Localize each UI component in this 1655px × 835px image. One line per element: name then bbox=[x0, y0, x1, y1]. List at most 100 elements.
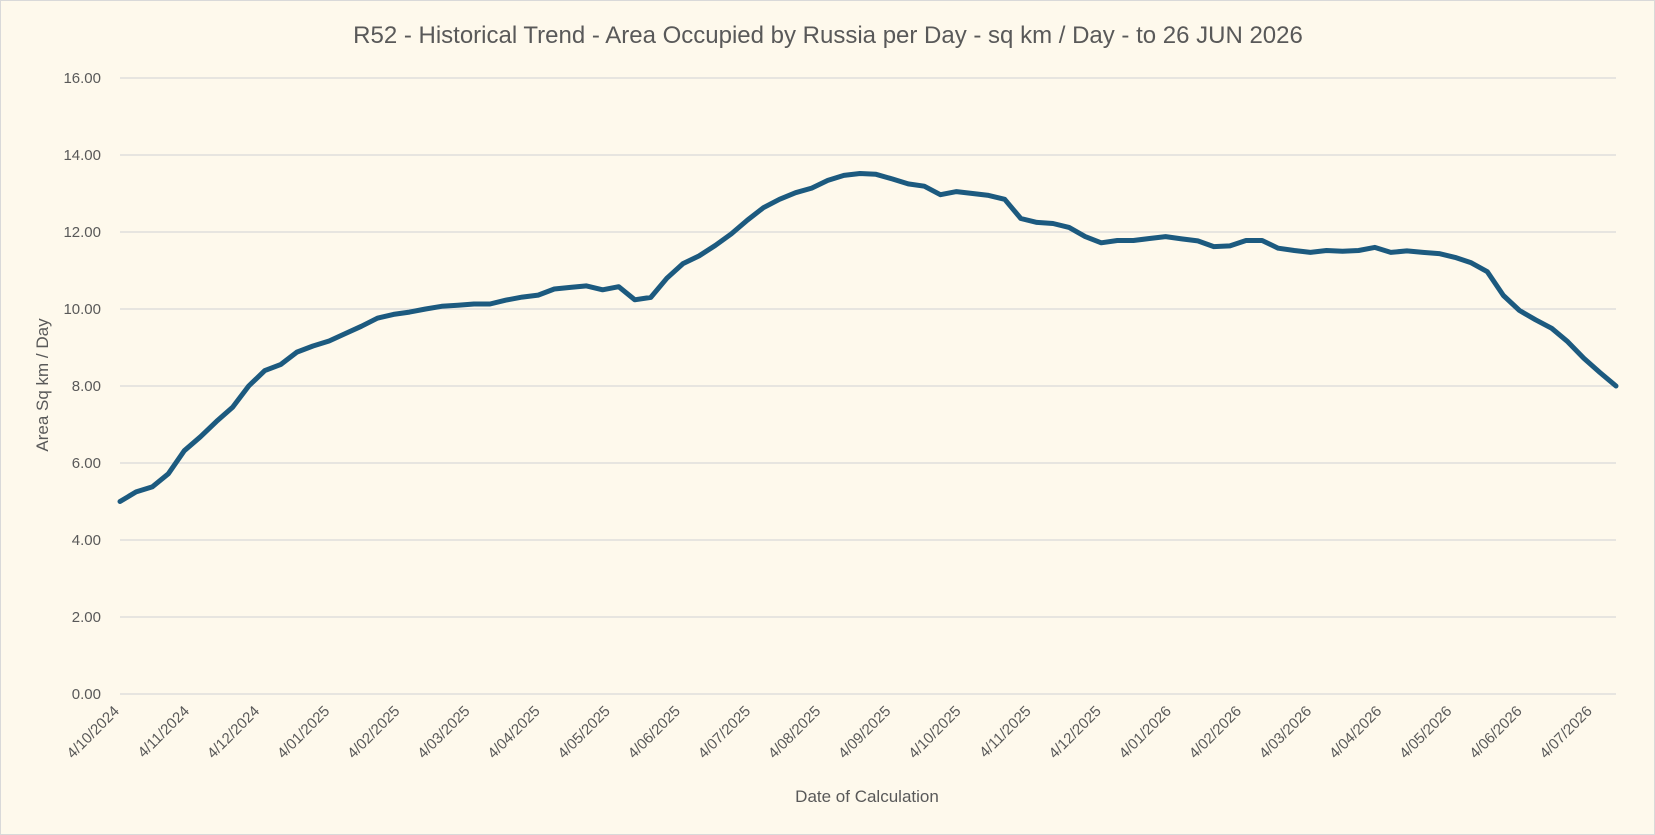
x-tick-label: 4/12/2024 bbox=[204, 703, 263, 762]
data-point bbox=[1566, 340, 1570, 344]
x-tick-label: 4/11/2024 bbox=[135, 703, 193, 761]
data-point bbox=[1598, 371, 1602, 375]
y-axis-ticks: 0.00 2.00 4.00 6.00 8.00 10.00 12.00 14.00 16.00 bbox=[63, 70, 101, 703]
data-point bbox=[1485, 270, 1489, 274]
data-point bbox=[182, 449, 186, 453]
y-tick-label: 16.00 bbox=[63, 70, 101, 87]
data-point bbox=[392, 312, 396, 316]
data-point bbox=[1148, 237, 1152, 241]
data-point bbox=[552, 287, 556, 291]
data-point bbox=[955, 190, 959, 194]
data-point bbox=[826, 178, 830, 182]
data-point bbox=[1437, 252, 1441, 256]
data-point bbox=[1099, 241, 1103, 245]
y-tick-label: 0.00 bbox=[72, 686, 101, 703]
data-point bbox=[424, 307, 428, 311]
data-point bbox=[440, 304, 444, 308]
data-point bbox=[1292, 249, 1296, 253]
data-point bbox=[1357, 249, 1361, 253]
data-point bbox=[1501, 294, 1505, 298]
data-point bbox=[166, 472, 170, 476]
x-tick-label: 4/10/2025 bbox=[905, 703, 964, 762]
data-point bbox=[1164, 235, 1168, 239]
data-point bbox=[134, 490, 138, 494]
data-point bbox=[1244, 239, 1248, 243]
data-point bbox=[890, 177, 894, 181]
data-point bbox=[118, 500, 122, 504]
data-point bbox=[1260, 239, 1264, 243]
x-tick-label: 4/01/2026 bbox=[1116, 703, 1175, 762]
data-point bbox=[1003, 197, 1007, 201]
x-tick-label: 4/10/2024 bbox=[64, 703, 123, 762]
data-point bbox=[938, 193, 942, 197]
data-point bbox=[1341, 249, 1345, 253]
data-point bbox=[568, 285, 572, 289]
x-tick-label: 4/11/2025 bbox=[976, 703, 1034, 761]
data-point bbox=[874, 172, 878, 176]
data-point bbox=[1534, 318, 1538, 322]
data-point bbox=[1405, 249, 1409, 253]
data-point bbox=[456, 303, 460, 307]
data-point bbox=[472, 302, 476, 306]
data-point bbox=[343, 332, 347, 336]
data-point bbox=[1308, 250, 1312, 254]
data-point bbox=[1373, 245, 1377, 249]
x-axis-title: Date of Calculation bbox=[795, 787, 939, 806]
y-tick-label: 10.00 bbox=[63, 301, 101, 318]
data-point bbox=[327, 339, 331, 343]
data-point bbox=[150, 485, 154, 489]
data-point bbox=[1453, 255, 1457, 259]
data-point bbox=[713, 244, 717, 248]
data-point bbox=[359, 324, 363, 328]
data-point bbox=[585, 284, 589, 288]
data-point bbox=[1389, 250, 1393, 254]
data-point bbox=[279, 362, 283, 366]
data-point bbox=[1051, 222, 1055, 226]
data-point bbox=[408, 310, 412, 314]
data-point bbox=[745, 218, 749, 222]
data-point bbox=[1550, 326, 1554, 330]
y-tick-label: 2.00 bbox=[72, 609, 101, 626]
data-point bbox=[681, 262, 685, 266]
data-point bbox=[520, 295, 524, 299]
x-tick-label: 4/02/2026 bbox=[1186, 703, 1245, 762]
data-point bbox=[231, 405, 235, 409]
data-point bbox=[649, 295, 653, 299]
series-line bbox=[117, 171, 1619, 504]
x-tick-label: 4/06/2025 bbox=[625, 703, 684, 762]
x-tick-label: 4/05/2025 bbox=[555, 703, 614, 762]
data-point bbox=[1228, 244, 1232, 248]
data-point bbox=[1212, 245, 1216, 249]
data-point bbox=[504, 298, 508, 302]
data-point bbox=[1518, 309, 1522, 313]
x-tick-label: 4/12/2025 bbox=[1046, 703, 1105, 762]
gridlines bbox=[120, 77, 1616, 695]
data-point bbox=[215, 419, 219, 423]
data-point bbox=[1083, 235, 1087, 239]
series-layer bbox=[117, 171, 1619, 504]
data-point bbox=[778, 197, 782, 201]
data-point bbox=[697, 254, 701, 258]
data-point bbox=[665, 276, 669, 280]
x-tick-label: 4/08/2025 bbox=[765, 703, 824, 762]
data-point bbox=[1421, 250, 1425, 254]
x-tick-label: 4/07/2026 bbox=[1536, 703, 1595, 762]
x-tick-label: 4/01/2025 bbox=[274, 703, 333, 762]
y-tick-label: 12.00 bbox=[63, 224, 101, 241]
data-point bbox=[633, 298, 637, 302]
data-point bbox=[1196, 239, 1200, 243]
data-point bbox=[971, 192, 975, 196]
y-tick-label: 6.00 bbox=[72, 455, 101, 472]
data-point bbox=[794, 191, 798, 195]
data-point bbox=[198, 435, 202, 439]
data-point bbox=[1019, 217, 1023, 221]
chart-title: R52 - Historical Trend - Area Occupied b… bbox=[353, 22, 1303, 49]
data-point bbox=[842, 173, 846, 177]
data-point bbox=[263, 369, 267, 373]
data-point bbox=[1035, 220, 1039, 224]
data-point bbox=[922, 184, 926, 188]
x-axis-ticks: 4/10/2024 4/11/2024 4/12/2024 4/01/2025 4/02… bbox=[64, 703, 1596, 762]
data-point bbox=[247, 384, 251, 388]
